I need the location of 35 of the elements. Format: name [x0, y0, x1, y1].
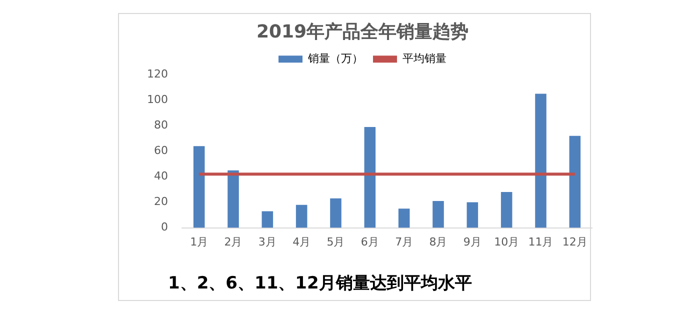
x-tick-label: 11月 [528, 235, 554, 248]
bar [262, 211, 274, 228]
x-tick-label: 8月 [429, 235, 448, 248]
bar [364, 126, 376, 228]
bar [466, 202, 478, 228]
x-tick-label: 9月 [463, 235, 482, 248]
y-tick-label: 120 [146, 67, 168, 80]
x-tick-label: 1月 [190, 235, 208, 248]
bar [500, 192, 512, 228]
x-tick-label: 2月 [224, 235, 242, 248]
x-tick-label: 6月 [360, 235, 379, 248]
x-tick-label: 4月 [292, 235, 311, 248]
text: 1、2、6、11、12月销量达到平均水平 [168, 273, 472, 294]
bar [569, 136, 581, 228]
y-tick-label: 40 [154, 170, 168, 183]
bar [296, 204, 308, 228]
x-tick-label: 7月 [395, 235, 414, 248]
x-tick-label: 5月 [326, 235, 345, 248]
y-tick-label: 60 [154, 144, 168, 158]
bar [432, 200, 444, 228]
bar [193, 146, 205, 228]
chart-title: 2019年产品全年销量趋势 [256, 21, 469, 42]
y-tick-label: 100 [146, 92, 168, 106]
legend-label: 平均销量 [402, 52, 446, 65]
bar [535, 94, 546, 228]
x-tick-label: 12月 [562, 235, 588, 248]
y-tick-label: 20 [154, 195, 168, 208]
bar [228, 170, 239, 228]
legend-label: 销量（万） [307, 52, 363, 65]
y-tick-label: 80 [154, 118, 168, 132]
bar [398, 208, 410, 228]
x-tick-label: 3月 [258, 235, 276, 248]
y-tick-label: 0 [160, 220, 168, 234]
bar [330, 198, 342, 228]
x-tick-label: 10月 [494, 235, 520, 248]
